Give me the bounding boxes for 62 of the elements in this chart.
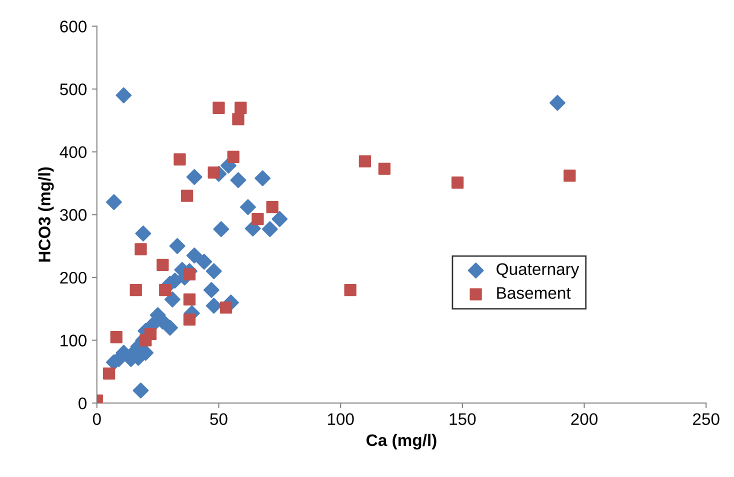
point xyxy=(144,328,157,340)
x-tick-label: 0 xyxy=(92,413,101,426)
point xyxy=(227,150,240,163)
point xyxy=(132,382,149,398)
y-tick-label: 300 xyxy=(60,209,87,221)
point xyxy=(549,94,566,111)
x-tick-label: 250 xyxy=(693,413,720,426)
y-axis-title: HCO3 (mg/l) xyxy=(38,167,54,262)
point xyxy=(110,331,122,344)
point xyxy=(186,247,202,264)
x-tick-label: 50 xyxy=(210,413,228,426)
point xyxy=(206,298,222,314)
point xyxy=(162,320,178,336)
point xyxy=(134,243,147,256)
point xyxy=(212,102,225,114)
point xyxy=(203,282,220,298)
y-tick-label: 100 xyxy=(60,334,87,346)
point xyxy=(266,201,278,214)
point xyxy=(220,302,232,314)
point xyxy=(252,212,264,226)
point xyxy=(234,102,247,114)
point xyxy=(164,291,180,308)
point xyxy=(159,284,172,296)
point xyxy=(230,172,246,188)
point xyxy=(272,211,288,228)
point xyxy=(106,194,122,210)
point xyxy=(103,367,116,380)
point xyxy=(358,155,372,168)
point xyxy=(183,313,196,326)
point xyxy=(174,153,186,166)
x-axis-title: Ca (mg/l) xyxy=(366,434,436,450)
point xyxy=(240,199,256,216)
point xyxy=(262,221,278,238)
point xyxy=(183,293,196,306)
point xyxy=(232,113,244,126)
y-tick-label: 400 xyxy=(60,146,87,158)
y-tick-label: 600 xyxy=(60,20,87,32)
point xyxy=(156,258,169,271)
point xyxy=(196,254,212,270)
point xyxy=(135,226,152,242)
point xyxy=(130,284,142,296)
point xyxy=(183,268,196,280)
y-tick-label: 200 xyxy=(60,272,87,284)
point xyxy=(344,284,356,296)
point xyxy=(116,87,132,104)
point xyxy=(169,238,186,254)
point xyxy=(186,168,202,185)
legend-label: Basement xyxy=(497,287,571,299)
point xyxy=(451,176,464,189)
point xyxy=(564,170,576,182)
x-tick-label: 100 xyxy=(328,413,354,426)
point xyxy=(206,263,222,280)
y-tick-label: 500 xyxy=(60,83,87,96)
point xyxy=(378,162,391,175)
point xyxy=(254,170,271,186)
x-tick-label: 150 xyxy=(450,413,476,426)
y-tick-label: 0 xyxy=(78,397,87,410)
point xyxy=(213,221,230,238)
x-tick-label: 200 xyxy=(571,413,598,426)
point xyxy=(208,166,220,179)
legend-label: Quaternary xyxy=(496,263,580,278)
point xyxy=(180,190,194,202)
